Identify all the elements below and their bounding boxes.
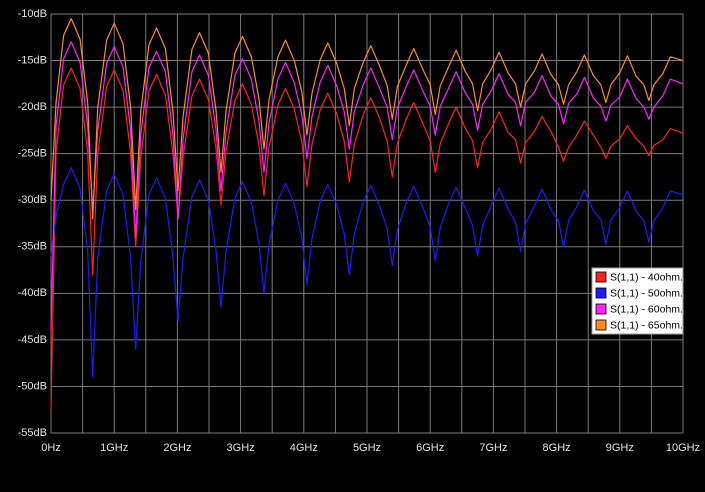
y-tick-label: -40dB xyxy=(18,287,47,299)
legend-label: S(1,1) - 50ohm. xyxy=(610,287,683,299)
series-line xyxy=(50,41,684,331)
y-tick-label: -25dB xyxy=(18,148,47,160)
legend-label: S(1,1) - 40ohm. xyxy=(610,271,683,283)
y-tick-label: -45dB xyxy=(18,334,47,346)
x-tick-label: 6GHz xyxy=(416,442,444,454)
x-tick-label: 10GHz xyxy=(666,442,700,454)
x-tick-label: 2GHz xyxy=(163,442,191,454)
y-tick-label: -50dB xyxy=(18,380,47,392)
legend-swatch xyxy=(595,271,607,283)
legend-swatch xyxy=(595,319,607,331)
x-tick-label: 0Hz xyxy=(41,442,61,454)
y-tick-label: -35dB xyxy=(18,241,47,253)
x-tick-label: 7GHz xyxy=(479,442,507,454)
legend: S(1,1) - 40ohm. S(1,1) - 50ohm. S(1,1) - 6… xyxy=(591,267,684,335)
legend-label: S(1,1) - 65ohm. xyxy=(610,319,683,331)
series-line xyxy=(50,67,684,410)
legend-swatch xyxy=(595,303,607,315)
x-tick-label: 1GHz xyxy=(100,442,128,454)
series-line xyxy=(50,18,684,220)
legend-label: S(1,1) - 60ohm. xyxy=(610,303,683,315)
x-tick-label: 3GHz xyxy=(227,442,255,454)
series-line xyxy=(50,167,684,378)
x-tick-label: 8GHz xyxy=(543,442,571,454)
legend-swatch xyxy=(595,287,607,299)
x-tick-label: 9GHz xyxy=(606,442,634,454)
y-tick-label: -20dB xyxy=(18,101,47,113)
x-tick-label: 4GHz xyxy=(290,442,318,454)
legend-box xyxy=(591,267,684,335)
y-tick-label: -30dB xyxy=(18,194,47,206)
y-tick-label: -55dB xyxy=(18,427,47,439)
x-tick-label: 5GHz xyxy=(353,442,381,454)
y-tick-label: -10dB xyxy=(18,8,47,20)
y-tick-label: -15dB xyxy=(18,54,47,66)
